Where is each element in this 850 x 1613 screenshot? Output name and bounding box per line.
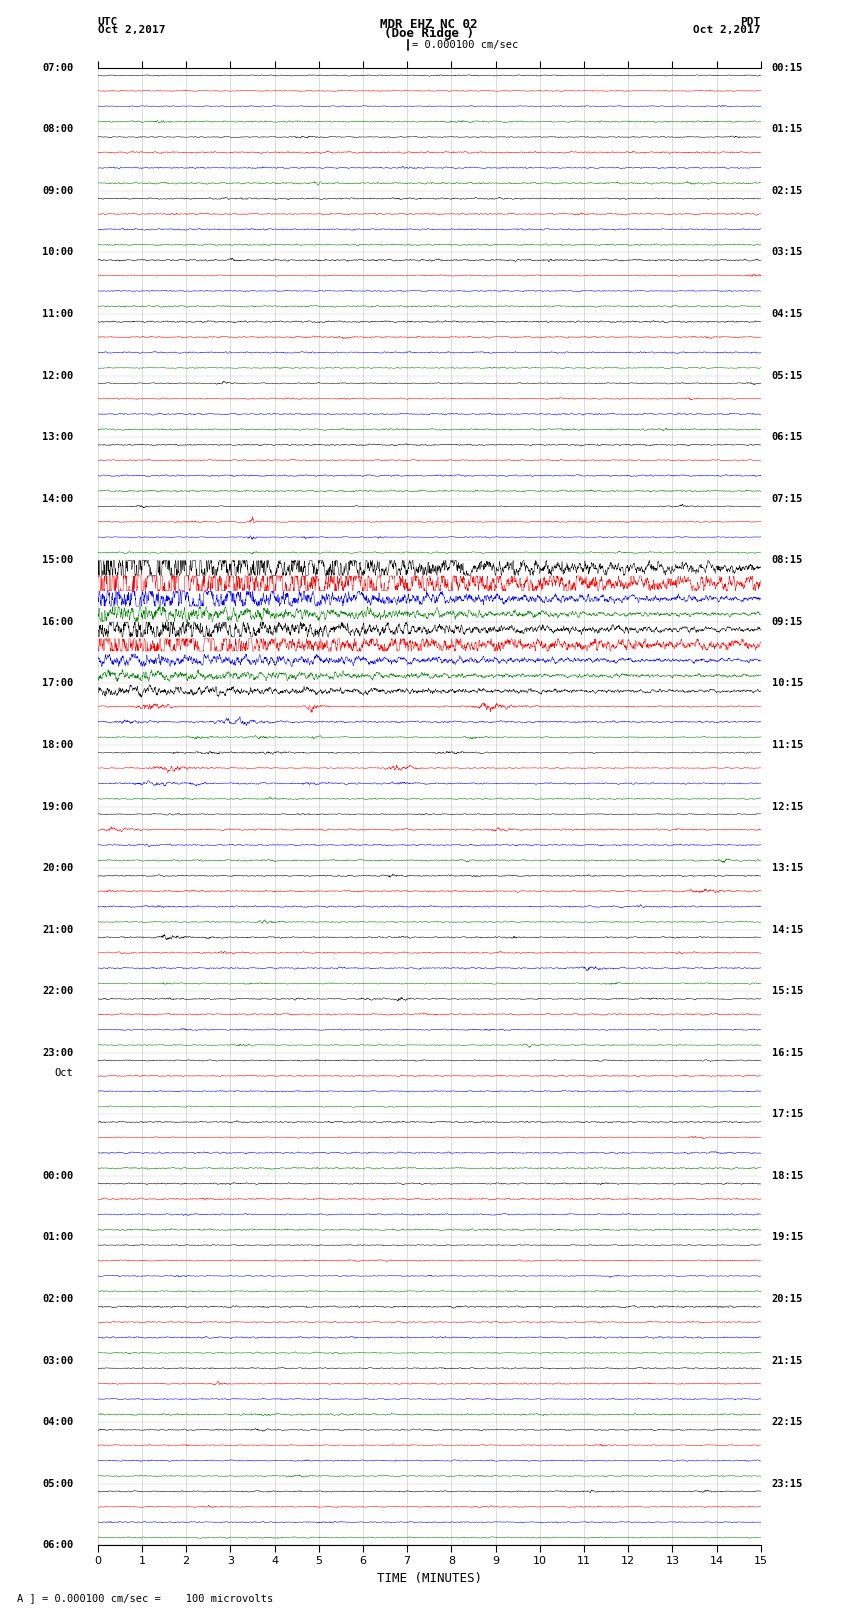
Text: 20:00: 20:00 (42, 863, 73, 873)
Text: 03:15: 03:15 (772, 247, 803, 258)
Text: 01:00: 01:00 (42, 1232, 73, 1242)
Text: 11:15: 11:15 (772, 740, 803, 750)
Text: 01:15: 01:15 (772, 124, 803, 134)
Text: 16:00: 16:00 (42, 616, 73, 627)
Text: 19:15: 19:15 (772, 1232, 803, 1242)
Text: 12:00: 12:00 (42, 371, 73, 381)
Text: 00:00: 00:00 (42, 1171, 73, 1181)
Text: PDT: PDT (740, 18, 761, 27)
Text: Oct 2,2017: Oct 2,2017 (694, 26, 761, 35)
Text: 22:15: 22:15 (772, 1418, 803, 1428)
Text: 21:00: 21:00 (42, 924, 73, 934)
Text: 02:15: 02:15 (772, 185, 803, 195)
Text: 10:00: 10:00 (42, 247, 73, 258)
Text: UTC: UTC (98, 18, 118, 27)
Text: 13:15: 13:15 (772, 863, 803, 873)
Text: 03:00: 03:00 (42, 1355, 73, 1366)
Text: 21:15: 21:15 (772, 1355, 803, 1366)
Text: 07:00: 07:00 (42, 63, 73, 73)
Text: 20:15: 20:15 (772, 1294, 803, 1303)
X-axis label: TIME (MINUTES): TIME (MINUTES) (377, 1573, 482, 1586)
Text: 07:15: 07:15 (772, 494, 803, 503)
Text: 18:15: 18:15 (772, 1171, 803, 1181)
Text: 23:00: 23:00 (42, 1048, 73, 1058)
Text: Oct 2,2017: Oct 2,2017 (98, 26, 165, 35)
Text: 04:15: 04:15 (772, 310, 803, 319)
Text: 02:00: 02:00 (42, 1294, 73, 1303)
Text: 15:00: 15:00 (42, 555, 73, 565)
Text: 08:15: 08:15 (772, 555, 803, 565)
Text: 14:00: 14:00 (42, 494, 73, 503)
Text: A ] = 0.000100 cm/sec =    100 microvolts: A ] = 0.000100 cm/sec = 100 microvolts (17, 1594, 273, 1603)
Text: 14:15: 14:15 (772, 924, 803, 934)
Text: 06:00: 06:00 (42, 1540, 73, 1550)
Text: Oct: Oct (54, 1068, 73, 1077)
Text: 08:00: 08:00 (42, 124, 73, 134)
Text: 15:15: 15:15 (772, 986, 803, 997)
Text: 06:15: 06:15 (772, 432, 803, 442)
Text: 23:15: 23:15 (772, 1479, 803, 1489)
Text: 19:00: 19:00 (42, 802, 73, 811)
Text: MDR EHZ NC 02: MDR EHZ NC 02 (381, 18, 478, 31)
Text: 13:00: 13:00 (42, 432, 73, 442)
Text: 22:00: 22:00 (42, 986, 73, 997)
Text: 18:00: 18:00 (42, 740, 73, 750)
Text: 10:15: 10:15 (772, 679, 803, 689)
Text: 04:00: 04:00 (42, 1418, 73, 1428)
Text: 05:15: 05:15 (772, 371, 803, 381)
Text: 09:00: 09:00 (42, 185, 73, 195)
Text: 00:15: 00:15 (772, 63, 803, 73)
Text: 17:00: 17:00 (42, 679, 73, 689)
Text: 11:00: 11:00 (42, 310, 73, 319)
Text: 05:00: 05:00 (42, 1479, 73, 1489)
Text: = 0.000100 cm/sec: = 0.000100 cm/sec (412, 40, 518, 50)
Text: 09:15: 09:15 (772, 616, 803, 627)
Text: 17:15: 17:15 (772, 1110, 803, 1119)
Text: 12:15: 12:15 (772, 802, 803, 811)
Text: 16:15: 16:15 (772, 1048, 803, 1058)
Text: (Doe Ridge ): (Doe Ridge ) (384, 26, 474, 39)
